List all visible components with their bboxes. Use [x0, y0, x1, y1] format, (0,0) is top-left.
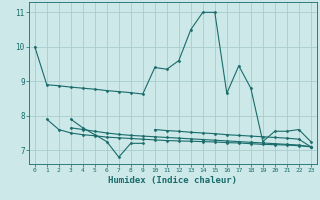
X-axis label: Humidex (Indice chaleur): Humidex (Indice chaleur): [108, 176, 237, 185]
